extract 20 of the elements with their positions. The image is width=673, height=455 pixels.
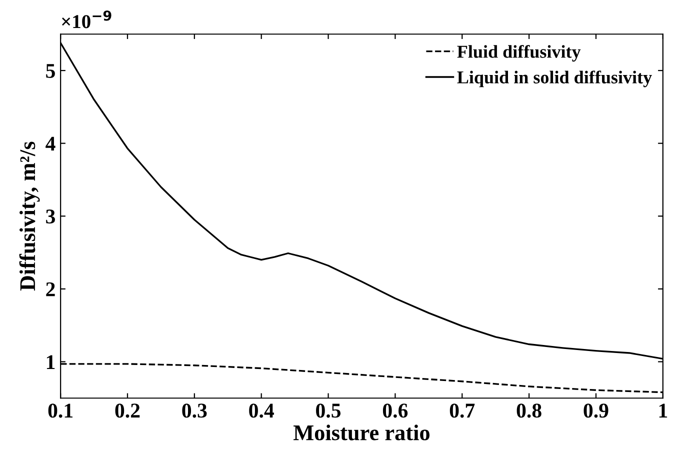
- text: ×10$^{−9}$: [62, 10, 112, 28]
- x-tick-label: 0.5: [316, 404, 341, 418]
- y-tick-label: 4: [46, 136, 56, 151]
- x-tick-label: 0.2: [115, 404, 140, 418]
- x-tick-label: 0.9: [584, 404, 608, 418]
- x-tick-label: 0.1: [48, 404, 73, 418]
- y-axis-title: Diffusivity, m²/s: [19, 142, 40, 291]
- legend-label: Fluid diffusivity: [457, 44, 581, 62]
- y-tick-label: 5: [46, 64, 55, 78]
- x-tick-label: 0.8: [516, 404, 542, 418]
- y-tick-label: 3: [46, 210, 55, 224]
- x-tick-label: 0.4: [249, 404, 274, 418]
- y-tick-label: 2: [46, 282, 55, 296]
- x-tick-label: 1: [659, 404, 668, 418]
- y-tick-label: 1: [46, 355, 55, 369]
- x-axis-title: Moisture ratio: [294, 424, 430, 440]
- x-tick-label: 0.7: [450, 404, 475, 418]
- x-tick-label: 0.6: [382, 404, 408, 418]
- x-tick-label: 0.3: [182, 404, 207, 418]
- legend-label: Liquid in solid diffusivity: [457, 70, 652, 88]
